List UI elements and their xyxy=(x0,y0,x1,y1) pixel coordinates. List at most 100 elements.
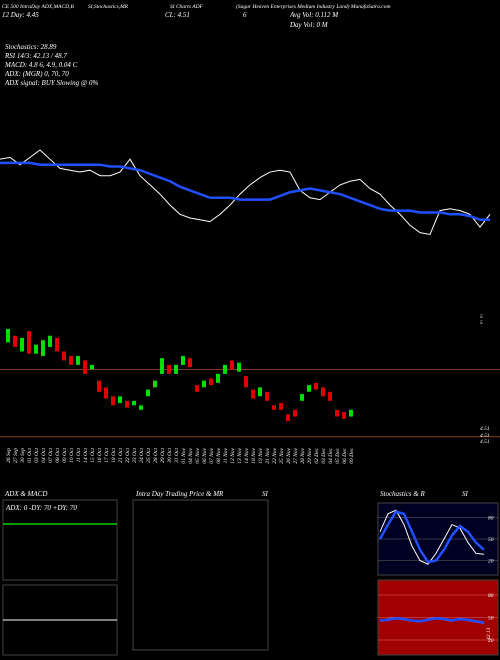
y-tick-label: 50 xyxy=(488,537,494,543)
y-tick-label: 80 xyxy=(488,515,494,521)
candle xyxy=(111,396,115,406)
price-line xyxy=(0,149,491,236)
candle xyxy=(69,355,73,365)
date-label: 01 Nov xyxy=(181,447,187,463)
date-label: 29 Oct xyxy=(160,448,166,463)
date-label: 08 Oct xyxy=(55,448,61,463)
header-text: Avg Vol: 0.112 M xyxy=(289,11,339,19)
header-text: (Sagar Heaven Enterprises Medium Industr… xyxy=(236,3,390,10)
candle xyxy=(349,409,353,417)
y-tick-label: 20 xyxy=(488,638,494,644)
y-tick-label: 80 xyxy=(488,593,494,599)
stat-text: MACD: 4.8 6, 4.9, 0.04 C xyxy=(4,61,78,69)
header-text: 12 Day: 4.45 xyxy=(2,11,39,19)
candle xyxy=(132,400,136,406)
panel-title: Stochastics & R xyxy=(380,490,425,498)
date-label: 23 Oct xyxy=(132,448,138,463)
candle xyxy=(321,387,325,397)
date-label: 04 Nov xyxy=(187,447,194,463)
date-label: 14 Nov xyxy=(243,447,250,463)
candle xyxy=(202,380,206,388)
date-label: 27 Nov xyxy=(293,447,299,463)
price-label: 5 xyxy=(480,320,483,326)
day-vol: Day Vol: 0 M xyxy=(289,21,329,29)
panel-title: ADX & MACD xyxy=(4,490,47,498)
date-label: 28 Oct xyxy=(153,448,159,463)
date-label: 11 Oct xyxy=(76,448,82,463)
date-label: 28 Nov xyxy=(300,447,306,463)
stat-text: RSI 14/3: 42.13 / 48.7 xyxy=(4,52,67,60)
candle xyxy=(167,364,171,374)
price-line xyxy=(0,161,490,222)
candle xyxy=(335,409,339,417)
stat-text: ADX signal: BUY Slowing @ 0% xyxy=(4,79,99,87)
date-label: 09 Dec xyxy=(349,447,355,463)
date-label: 03 Dec xyxy=(321,447,327,463)
y-tick-label: 50 xyxy=(488,616,494,622)
candle xyxy=(153,380,157,388)
date-label: 31 Oct xyxy=(174,448,180,464)
header-text: 6 xyxy=(243,11,247,19)
candle xyxy=(223,364,227,374)
date-label: 21 Nov xyxy=(265,447,271,463)
date-label: 01 Oct xyxy=(27,448,33,463)
date-label: 12 Nov xyxy=(230,447,236,463)
date-label: 18 Nov xyxy=(251,447,257,463)
stat-text: ADX: (MGR) 0, 70, 70 xyxy=(4,70,69,78)
candle xyxy=(27,331,31,354)
candle xyxy=(62,351,66,361)
date-label: 25 Nov xyxy=(279,447,285,463)
candle xyxy=(216,373,220,383)
stoch-line xyxy=(378,510,485,564)
date-label: 22 Nov xyxy=(272,447,278,463)
date-label: 10 Oct xyxy=(69,448,75,463)
candle xyxy=(293,409,297,417)
date-label: 30 Oct xyxy=(167,448,173,464)
candle xyxy=(230,360,234,370)
adx-panel xyxy=(2,499,118,581)
date-label: 25 Oct xyxy=(146,448,152,463)
candle xyxy=(48,335,52,347)
date-label: 16 Oct xyxy=(97,448,103,463)
candle xyxy=(160,358,164,374)
date-label: 07 Oct xyxy=(48,448,54,463)
date-label: 05 Dec xyxy=(335,447,341,463)
date-label: 19 Nov xyxy=(258,447,264,463)
candle xyxy=(265,391,269,401)
header-text: CL: 4.51 xyxy=(165,11,190,19)
date-label: 27 Sep xyxy=(13,448,19,463)
rsi-line xyxy=(379,616,485,624)
date-label: 22 Oct xyxy=(125,448,131,463)
stat-text: Stochastics: 28.89 xyxy=(5,43,57,51)
candle xyxy=(174,364,178,374)
candle xyxy=(307,385,311,392)
date-label: 05 Nov xyxy=(195,447,201,463)
candle xyxy=(314,382,318,390)
candle xyxy=(181,355,185,365)
candle xyxy=(195,385,199,392)
date-label: 21 Oct xyxy=(118,448,124,463)
date-label: 24 Oct xyxy=(138,448,145,463)
candle xyxy=(139,405,143,410)
date-label: 26 Sep xyxy=(6,448,12,463)
panel-title: SI xyxy=(462,490,469,498)
date-label: 13 Nov xyxy=(237,447,243,463)
date-label: 03 Oct xyxy=(34,448,40,463)
date-label: 08 Nov xyxy=(216,447,222,463)
candle xyxy=(76,355,80,365)
candle xyxy=(209,378,213,386)
date-label: 02 Dec xyxy=(314,447,320,463)
date-label: 26 Nov xyxy=(286,447,292,463)
candle xyxy=(83,360,87,374)
candle xyxy=(279,403,283,410)
candle xyxy=(34,344,38,354)
candle xyxy=(300,394,304,401)
candle xyxy=(251,389,255,399)
candle xyxy=(104,387,108,399)
candle xyxy=(55,337,59,352)
date-label: 15 Oct xyxy=(90,448,96,463)
price-label: 4.51 xyxy=(480,438,490,445)
candle xyxy=(258,387,262,397)
candle xyxy=(13,335,17,347)
